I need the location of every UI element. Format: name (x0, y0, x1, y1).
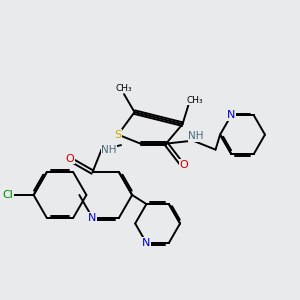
Text: CH₃: CH₃ (186, 96, 203, 105)
Text: S: S (115, 130, 122, 140)
Text: N: N (142, 238, 151, 248)
Text: NH: NH (188, 131, 204, 141)
Text: N: N (227, 110, 236, 120)
Text: NH: NH (101, 145, 117, 154)
Text: O: O (180, 160, 188, 170)
Text: O: O (66, 154, 74, 164)
Text: Cl: Cl (3, 190, 13, 200)
Text: CH₃: CH₃ (116, 84, 132, 93)
Text: N: N (88, 213, 97, 223)
